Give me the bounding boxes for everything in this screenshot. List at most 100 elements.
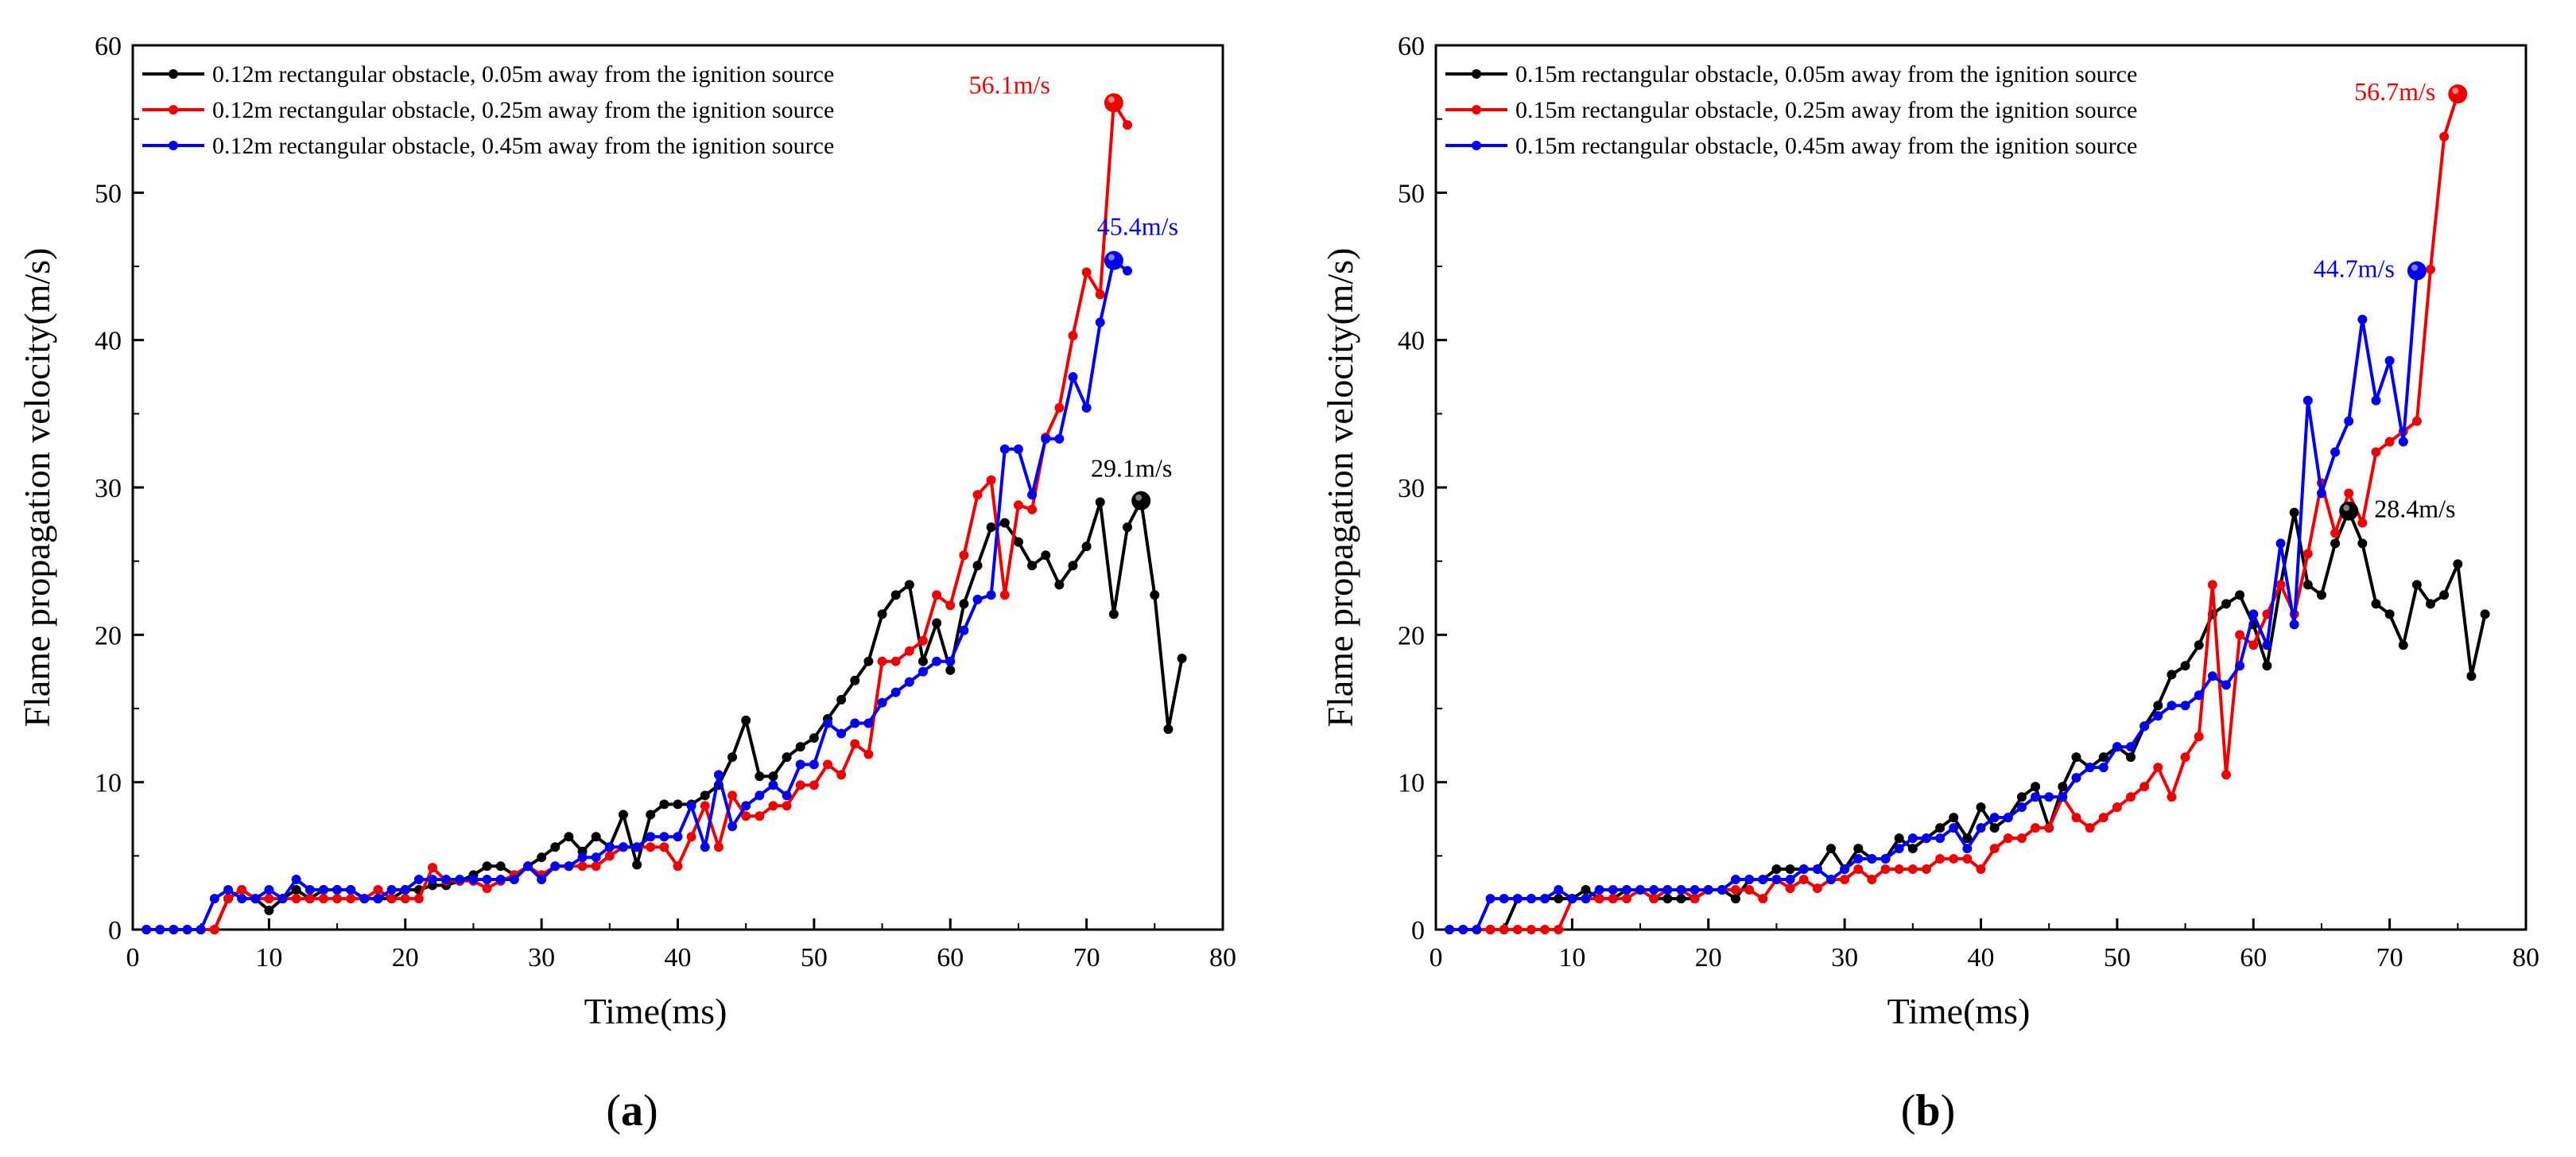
data-point: [2262, 640, 2272, 650]
data-point: [877, 656, 887, 666]
data-point: [1581, 894, 1591, 904]
x-tick-label: 20: [392, 943, 419, 973]
data-point: [1731, 894, 1741, 904]
data-point: [2384, 355, 2395, 366]
data-point: [2426, 264, 2436, 274]
data-point: [618, 842, 628, 852]
data-point: [2221, 599, 2231, 609]
data-point: [1894, 844, 1904, 854]
data-point: [2044, 823, 2054, 833]
data-point: [1027, 561, 1038, 571]
data-point: [1150, 590, 1160, 600]
data-point: [1013, 537, 1023, 547]
data-point: [1013, 500, 1023, 511]
y-tick-label: 0: [108, 916, 122, 945]
data-point: [1676, 884, 1686, 895]
data-point: [2098, 752, 2109, 763]
data-point: [741, 801, 751, 811]
data-point: [686, 801, 696, 811]
data-point: [850, 739, 860, 749]
data-point: [932, 590, 942, 600]
data-point: [1662, 894, 1673, 904]
data-point: [2058, 782, 2068, 792]
series-line: [146, 499, 1184, 931]
data-point: [604, 851, 615, 861]
y-tick-label: 40: [1398, 327, 1425, 356]
legend: 0.12m rectangular obstacle, 0.05m away f…: [142, 61, 834, 159]
data-point: [577, 861, 588, 872]
data-point: [959, 550, 969, 561]
data-point: [223, 884, 233, 895]
data-point: [264, 894, 274, 904]
data-point: [1649, 894, 1659, 904]
data-point: [2194, 640, 2204, 650]
data-point: [2140, 782, 2150, 792]
data-point: [2426, 599, 2436, 609]
panel-a-chart: 0 10 20 30 40 50 60 70 80 0 10 20 30 40 50 60 Time(ms) Fl…: [17, 32, 1236, 1136]
data-point: [836, 694, 847, 705]
data-point: [2330, 538, 2341, 549]
data-point: [604, 842, 615, 852]
data-point: [1949, 823, 1959, 833]
data-point: [1976, 823, 1986, 833]
data-point: [209, 925, 219, 934]
x-tick-label: 30: [528, 943, 555, 973]
data-point: [2207, 580, 2217, 590]
data-point: [1512, 894, 1523, 904]
data-point: [727, 821, 738, 832]
data-point: [2289, 507, 2299, 518]
data-point: [713, 842, 724, 852]
data-point: [1649, 884, 1659, 895]
data-point: [1485, 894, 1496, 904]
data-point: [1608, 894, 1618, 904]
data-point: [2371, 599, 2381, 609]
x-tick-label: 30: [1831, 943, 1858, 973]
data-point: [1027, 504, 1038, 514]
data-point: [1744, 874, 1755, 884]
data-point: [755, 790, 765, 801]
data-point: [1445, 925, 1455, 934]
series-2: [142, 98, 1133, 934]
data-point: [2480, 609, 2490, 619]
data-point: [482, 883, 492, 894]
legend-label: 0.12m rectangular obstacle, 0.45m away f…: [212, 133, 834, 159]
x-tick-label: 40: [1968, 943, 1995, 973]
data-point: [686, 832, 696, 842]
x-tick-label: 60: [2240, 943, 2267, 973]
data-point: [2180, 701, 2190, 711]
data-point: [1798, 874, 1809, 884]
data-point: [291, 894, 301, 904]
data-point: [305, 894, 315, 904]
data-point: [1013, 444, 1023, 454]
data-point: [2235, 661, 2245, 671]
data-point: [1041, 433, 1051, 444]
data-point: [918, 635, 928, 646]
data-point: [2098, 813, 2109, 823]
legend-label: 0.12m rectangular obstacle, 0.25m away f…: [212, 97, 834, 123]
data-point: [2153, 763, 2163, 773]
series-1: [142, 495, 1187, 934]
data-point: [836, 728, 847, 739]
data-point: [482, 861, 492, 872]
data-point: [564, 861, 574, 872]
data-point: [618, 810, 628, 820]
legend-marker: [169, 105, 178, 115]
data-point: [305, 884, 315, 895]
data-point: [1095, 289, 1105, 300]
data-point: [2411, 416, 2422, 426]
data-point: [373, 884, 383, 895]
data-point: [1581, 884, 1591, 895]
data-point: [1123, 266, 1133, 276]
data-point: [972, 490, 983, 500]
legend: 0.15m rectangular obstacle, 0.05m away f…: [1445, 61, 2137, 159]
data-point: [2085, 823, 2095, 833]
data-point: [1081, 267, 1092, 278]
data-point: [2371, 395, 2381, 406]
data-point: [1540, 894, 1550, 904]
data-point: [1840, 864, 1850, 875]
data-point: [1921, 864, 1931, 875]
data-point: [2044, 792, 2054, 802]
y-tick-label: 0: [1411, 916, 1425, 945]
data-point: [2221, 770, 2231, 780]
data-point: [632, 842, 642, 852]
